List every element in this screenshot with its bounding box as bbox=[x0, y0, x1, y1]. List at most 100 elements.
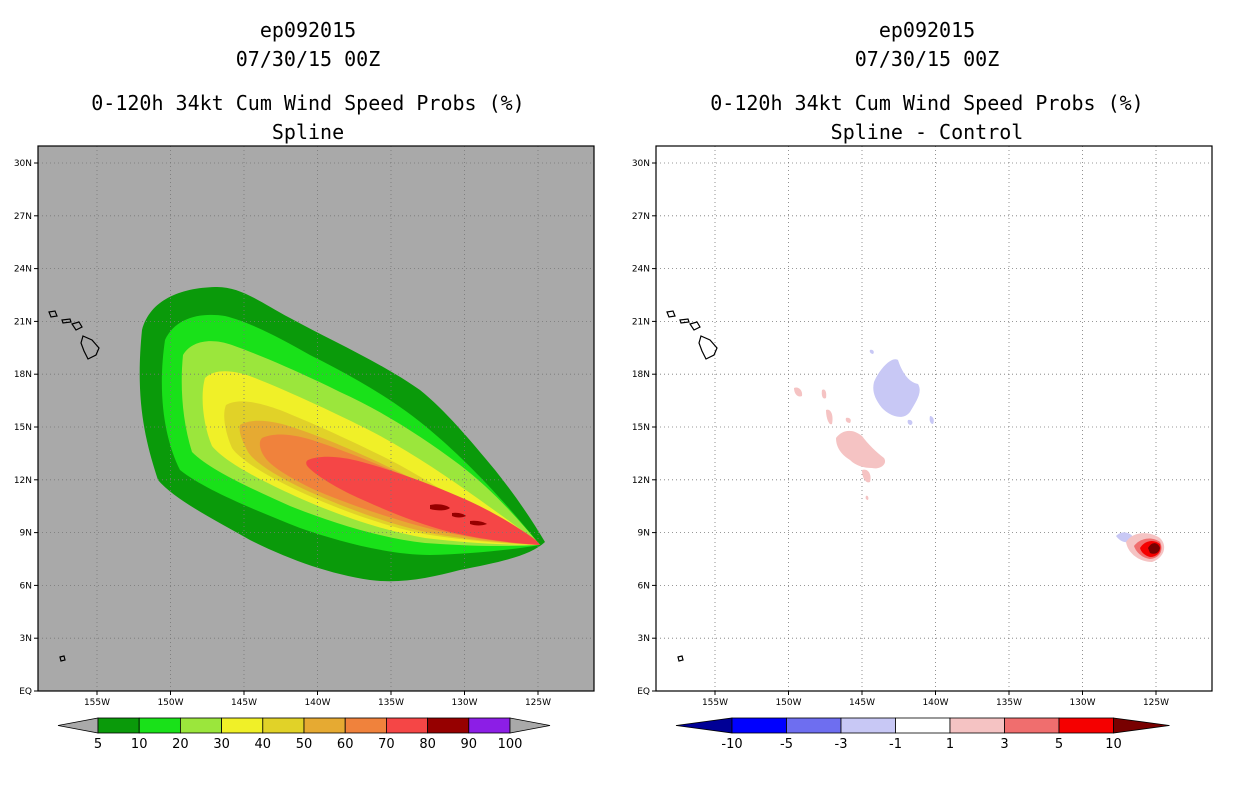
right-map-panel: EQ 3N 6N 9N 12N 15N 18N 21N 24N 27N 30N 155W 150W 145… bbox=[632, 145, 1213, 752]
colorbar-label: -1 bbox=[889, 737, 902, 752]
colorbar-segment bbox=[385, 717, 428, 734]
colorbar-segment bbox=[262, 717, 305, 734]
right-colorbar: -10 -5 -3 -1 1 3 5 10 bbox=[675, 717, 1170, 752]
right-subtitle: Spline - Control bbox=[830, 120, 1024, 144]
lon-tick-label: 155W bbox=[84, 698, 110, 708]
lat-tick-label: 15N bbox=[632, 423, 650, 433]
diff-negative-blob-small-b bbox=[907, 419, 913, 425]
colorbar-segment bbox=[303, 717, 346, 734]
colorbar-segment bbox=[731, 717, 787, 734]
molokai-island bbox=[679, 318, 690, 324]
colorbar-lower-triangle bbox=[57, 717, 99, 734]
oahu-island bbox=[666, 310, 676, 318]
lon-tick-label: 135W bbox=[378, 698, 404, 708]
lat-tick-label: 15N bbox=[14, 423, 32, 433]
lat-tick-label: 6N bbox=[638, 581, 650, 591]
colorbar-segment bbox=[468, 717, 511, 734]
colorbar-label: 80 bbox=[419, 737, 436, 752]
colorbar-label: 3 bbox=[1000, 737, 1008, 752]
lon-tick-label: 125W bbox=[1143, 698, 1169, 708]
colorbar-label: 20 bbox=[172, 737, 189, 752]
lon-tick-label: 140W bbox=[922, 698, 948, 708]
diff-positive-blob-main bbox=[836, 430, 886, 469]
right-gridlines bbox=[656, 146, 1212, 691]
diff-positive-blob-dot-b bbox=[845, 417, 851, 423]
kauai-island bbox=[677, 655, 684, 662]
lat-tick-label: 12N bbox=[14, 476, 32, 486]
colorbar-segment bbox=[1058, 717, 1114, 734]
hawaii-islands bbox=[48, 310, 100, 662]
colorbar-label: 10 bbox=[1105, 737, 1122, 752]
lon-tick-label: 145W bbox=[231, 698, 257, 708]
left-map-frame bbox=[37, 145, 595, 692]
colorbar-label: -5 bbox=[780, 737, 793, 752]
colorbar-label: 90 bbox=[461, 737, 478, 752]
maui-island bbox=[71, 321, 83, 331]
left-axis-ticks: EQ 3N 6N 9N 12N 15N 18N 21N 24N 27N 30N 155W 150W 145… bbox=[14, 159, 551, 708]
lat-tick-label: 24N bbox=[14, 265, 32, 275]
left-datetime: 07/30/15 00Z bbox=[235, 47, 381, 71]
colorbar-segment bbox=[179, 717, 222, 734]
left-gridlines bbox=[38, 146, 594, 691]
lon-tick-label: 125W bbox=[525, 698, 551, 708]
colorbar-segment bbox=[840, 717, 896, 734]
lat-tick-label: 21N bbox=[14, 317, 32, 327]
right-product-title: 0-120h 34kt Cum Wind Speed Probs (%) bbox=[710, 91, 1144, 115]
colorbar-label: 5 bbox=[94, 737, 102, 752]
left-colorbar: 5 10 20 30 40 50 60 70 80 90 100 bbox=[57, 717, 551, 752]
colorbar-segment bbox=[344, 717, 387, 734]
left-map-panel: EQ 3N 6N 9N 12N 15N 18N 21N 24N 27N 30N 155W 150W 145… bbox=[14, 145, 595, 752]
left-subtitle: Spline bbox=[271, 120, 345, 144]
colorbar-label: 1 bbox=[946, 737, 954, 752]
lat-tick-label: 3N bbox=[638, 634, 650, 644]
contour-80-c bbox=[470, 520, 487, 526]
lat-tick-label: 27N bbox=[14, 212, 32, 222]
left-storm-id: ep092015 bbox=[259, 18, 357, 42]
lat-tick-label: 3N bbox=[20, 634, 32, 644]
oahu-island bbox=[48, 310, 58, 318]
colorbar-label: 60 bbox=[337, 737, 354, 752]
colorbar-label: -3 bbox=[835, 737, 848, 752]
diff-negative-blob-main bbox=[873, 359, 920, 417]
lat-tick-label: 27N bbox=[632, 212, 650, 222]
colorbar-label: -10 bbox=[721, 737, 742, 752]
hawaii-islands-right bbox=[666, 310, 718, 662]
diff-negative-blob-small-c bbox=[869, 349, 874, 354]
colorbar-segment bbox=[949, 717, 1005, 734]
probability-contours bbox=[139, 286, 546, 582]
hawaii-big-island bbox=[698, 335, 718, 360]
diff-positive-blob-west bbox=[794, 387, 803, 397]
colorbar-label: 70 bbox=[378, 737, 395, 752]
colorbar-segment bbox=[427, 717, 470, 734]
diff-positive-blob-dot-a bbox=[821, 389, 827, 399]
right-storm-id: ep092015 bbox=[878, 18, 976, 42]
lon-tick-label: 135W bbox=[996, 698, 1022, 708]
diff-negative-blob-small-a bbox=[929, 416, 934, 424]
lat-tick-label: EQ bbox=[637, 687, 650, 697]
right-map-background bbox=[656, 146, 1212, 691]
colorbar-upper-triangle bbox=[1113, 717, 1170, 734]
colorbar-segment bbox=[138, 717, 181, 734]
lat-tick-label: EQ bbox=[19, 687, 32, 697]
lon-tick-label: 150W bbox=[157, 698, 183, 708]
right-datetime: 07/30/15 00Z bbox=[854, 47, 1000, 71]
diff-positive-east-10 bbox=[1148, 543, 1160, 554]
diff-positive-blob-north bbox=[826, 409, 833, 425]
colorbar-label: 100 bbox=[498, 737, 523, 752]
maui-island bbox=[689, 321, 701, 331]
hawaii-big-island bbox=[80, 335, 100, 360]
colorbar-label: 5 bbox=[1055, 737, 1063, 752]
lon-tick-label: 150W bbox=[775, 698, 801, 708]
lat-tick-label: 9N bbox=[20, 529, 32, 539]
colorbar-segment bbox=[895, 717, 951, 734]
lat-tick-label: 24N bbox=[632, 265, 650, 275]
molokai-island bbox=[61, 318, 72, 324]
lat-tick-label: 18N bbox=[14, 370, 32, 380]
diff-positive-blob-dot-c bbox=[865, 495, 869, 500]
colorbar-label: 40 bbox=[255, 737, 272, 752]
lat-tick-label: 12N bbox=[632, 476, 650, 486]
contour-80-b bbox=[452, 512, 466, 518]
left-product-title: 0-120h 34kt Cum Wind Speed Probs (%) bbox=[91, 91, 525, 115]
diff-positive-blob-tail bbox=[862, 469, 871, 483]
